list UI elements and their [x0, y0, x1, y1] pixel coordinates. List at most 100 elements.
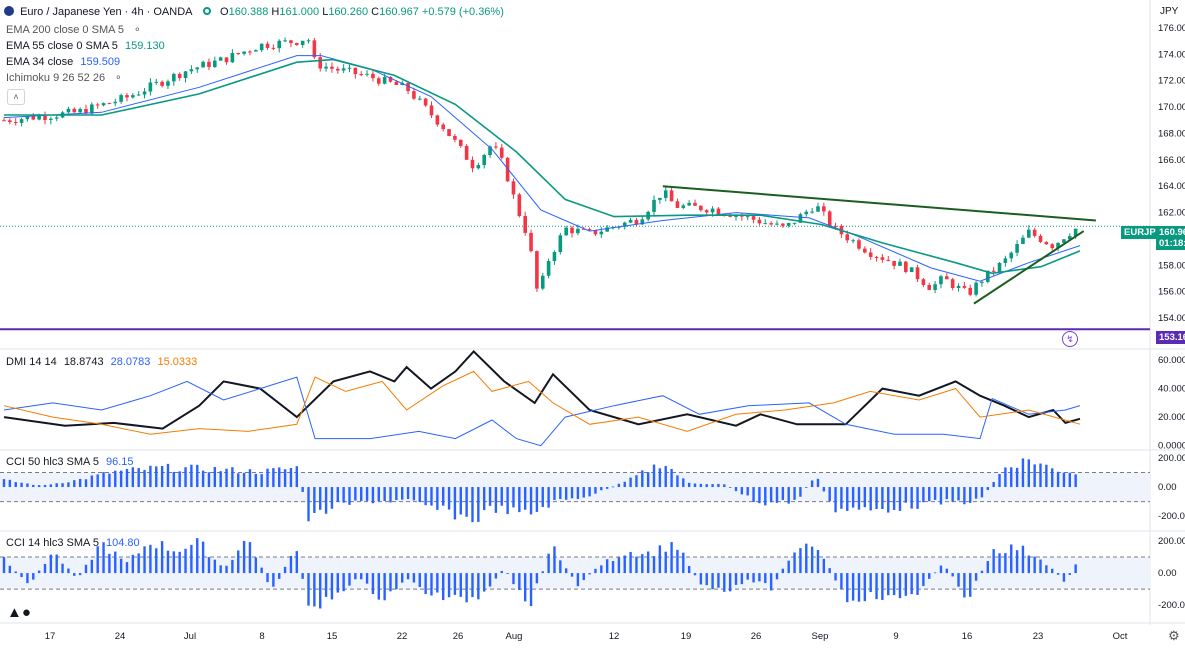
candle-body: [945, 276, 949, 280]
cci14-bar: [910, 573, 913, 595]
candle-body: [382, 76, 387, 84]
cci50-axis-tick: 0.00: [1158, 482, 1177, 493]
candle-body: [593, 230, 598, 235]
candle-body: [1062, 239, 1066, 243]
cci50-bar: [869, 487, 872, 511]
cci50-bar: [980, 487, 984, 498]
candle-body: [669, 190, 674, 202]
cci14-bar: [945, 568, 949, 574]
cci14-bar: [887, 573, 890, 596]
cci14-bar: [775, 573, 779, 580]
candle-body: [716, 208, 721, 215]
candle-body: [195, 67, 200, 70]
cci14-bar: [723, 573, 726, 592]
candle-body: [242, 51, 246, 54]
cci14-bar: [506, 573, 509, 574]
ichimoku-legend[interactable]: Ichimoku 9 26 52 26 ⚬: [6, 71, 123, 86]
candle-body: [769, 223, 773, 225]
cci50-bar: [910, 487, 913, 509]
candle-body: [1044, 241, 1049, 245]
cci14-bar: [108, 553, 111, 574]
cci50-bar: [465, 487, 468, 517]
cci50-bar: [114, 470, 117, 488]
cci14-bar: [881, 573, 884, 600]
cci50-bar: [278, 467, 281, 488]
cci50-bar: [494, 487, 498, 513]
cci14-bar: [805, 543, 808, 574]
ema55-legend[interactable]: EMA 55 close 0 SMA 5 159.130: [6, 39, 165, 53]
candle-body: [564, 227, 568, 236]
visibility-hidden-icon[interactable]: ⚬: [114, 73, 123, 84]
cci14-bar: [764, 573, 767, 584]
cci50-bar: [559, 487, 562, 500]
cci50-bar: [459, 487, 462, 515]
cci50-bar: [547, 487, 550, 508]
cci50-bar: [828, 487, 831, 502]
dmi-legend[interactable]: DMI 14 14 18.8743 28.0783 15.0333: [6, 355, 197, 369]
cci50-bar: [594, 487, 597, 494]
cci50-bar: [237, 473, 240, 488]
candle-body: [523, 215, 527, 233]
cci14-bar: [576, 573, 580, 587]
time-axis-tick: 9: [893, 631, 898, 642]
cci50-bar: [629, 477, 632, 488]
last-price-tag: 160.967 01:18:: [1156, 226, 1185, 250]
cci14-bar: [518, 573, 521, 590]
cci50-bar: [172, 471, 176, 488]
candle-body: [751, 216, 756, 220]
cci14-axis-tick: 0.00: [1158, 568, 1177, 579]
candle-body: [66, 108, 71, 113]
cci14-bar: [213, 559, 217, 574]
cci50-bar: [764, 487, 767, 506]
cci14-bar: [377, 573, 380, 600]
cci14-bar: [617, 557, 621, 574]
candle-body: [8, 120, 12, 122]
time-axis-tick: Sep: [812, 631, 829, 642]
low-label: L: [322, 6, 329, 18]
cci14-bar: [471, 573, 474, 598]
cci14-bar: [424, 573, 427, 594]
cci50-legend[interactable]: CCI 50 hlc3 SMA 5 96.15: [6, 455, 134, 469]
time-axis-tick: 26: [751, 631, 762, 642]
candle-body: [628, 220, 633, 223]
candle-body: [587, 229, 592, 231]
cci50-bar: [32, 484, 35, 488]
ema34-legend[interactable]: EMA 34 close 159.509: [6, 55, 120, 69]
candle-body: [798, 214, 803, 223]
cci14-bar: [1015, 550, 1019, 574]
cci50-bar: [131, 467, 135, 488]
alert-icon[interactable]: ↯: [1062, 331, 1078, 347]
cci50-bar: [723, 484, 726, 488]
collapse-legend-button[interactable]: ˄: [7, 89, 25, 105]
candle-body: [605, 227, 609, 232]
candle-body: [1015, 244, 1019, 253]
cci50-bar: [418, 487, 421, 503]
cci14-bar: [564, 568, 568, 574]
candle-body: [658, 197, 662, 200]
candle-body: [892, 260, 896, 266]
candle-body: [886, 259, 891, 261]
dmi-axis-tick: 20.0000: [1158, 412, 1185, 423]
plus-di-line: [3, 376, 1081, 447]
cci14-bar: [1027, 555, 1030, 574]
cci50-bar: [242, 472, 246, 488]
candle-body: [435, 115, 440, 125]
settings-gear-icon[interactable]: ⚙: [1168, 628, 1180, 643]
cci14-legend[interactable]: CCI 14 hlc3 SMA 5 104.80: [6, 536, 140, 550]
ema200-legend[interactable]: EMA 200 close 0 SMA 5 ⚬: [6, 23, 141, 38]
cci50-bar: [617, 483, 621, 488]
candle-body: [394, 81, 399, 86]
cci14-bar: [436, 573, 439, 593]
candle-body: [822, 206, 826, 212]
cci14-bar: [207, 557, 211, 574]
cci14-bar: [283, 566, 287, 574]
cci14-bar: [2, 557, 6, 574]
cci14-bar: [711, 573, 714, 590]
candle-body: [687, 202, 691, 206]
candle-body: [845, 234, 850, 241]
cci50-bar: [623, 481, 626, 488]
cci50-bar: [371, 487, 375, 504]
visibility-hidden-icon[interactable]: ⚬: [133, 25, 142, 36]
candle-body: [599, 231, 604, 235]
